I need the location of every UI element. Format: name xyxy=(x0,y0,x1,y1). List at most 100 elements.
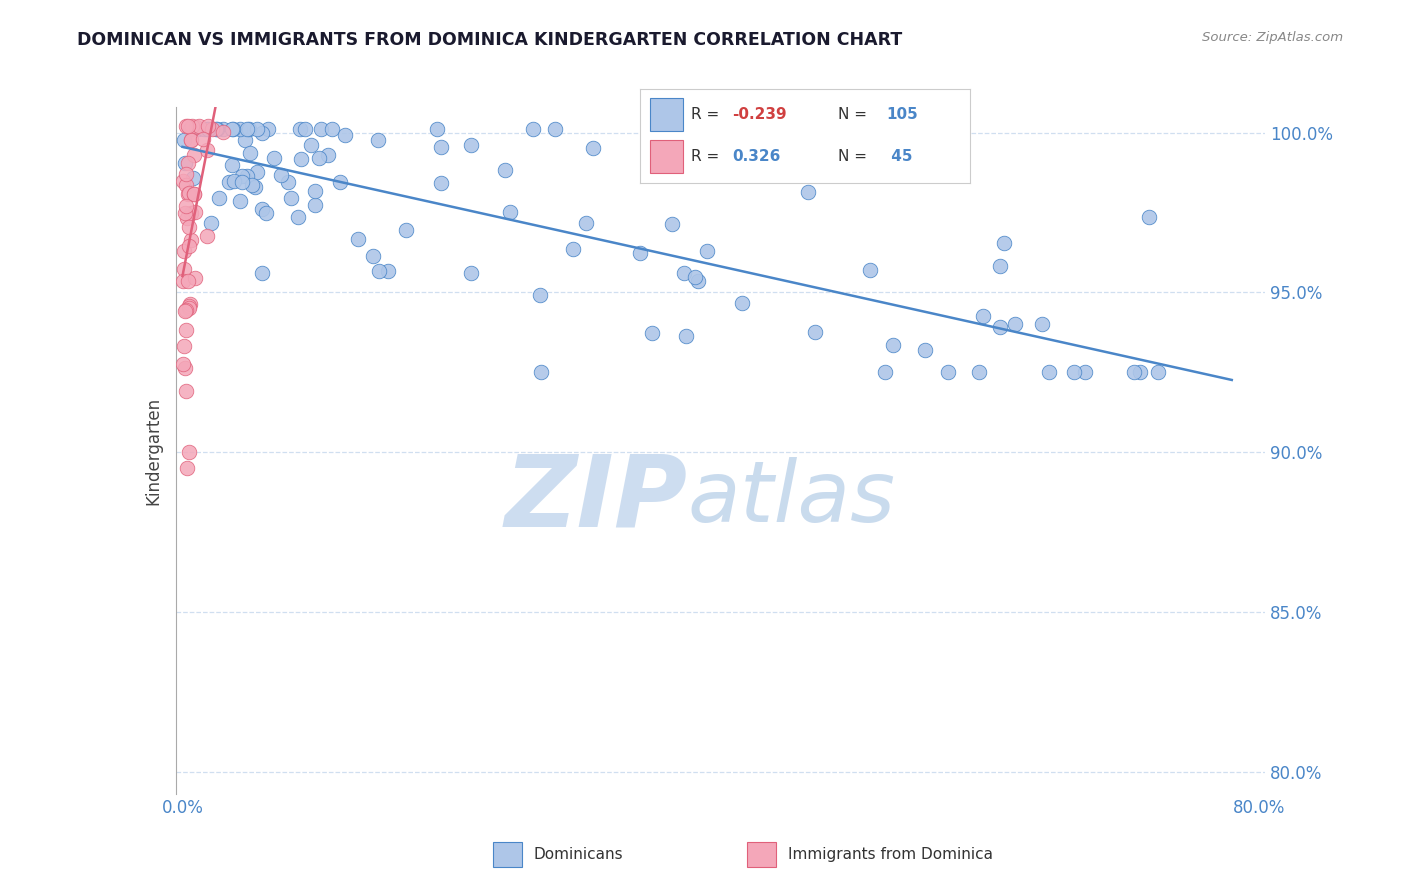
Point xyxy=(686,274,709,288)
Point xyxy=(988,320,1011,334)
Point xyxy=(672,267,695,281)
Point xyxy=(181,119,204,133)
Point xyxy=(1147,365,1170,379)
Point xyxy=(236,122,259,136)
Point xyxy=(1123,365,1146,379)
Point xyxy=(180,133,202,147)
Text: Dominicans: Dominicans xyxy=(534,847,624,862)
Point xyxy=(730,296,752,310)
Point xyxy=(246,165,269,179)
Point xyxy=(211,125,233,139)
Point xyxy=(859,263,882,277)
Point xyxy=(290,152,312,166)
Point xyxy=(361,249,384,263)
Point xyxy=(329,175,352,189)
Point xyxy=(174,206,197,220)
Point xyxy=(191,132,214,146)
Point xyxy=(179,239,201,253)
Point xyxy=(263,151,285,165)
Point xyxy=(308,151,330,165)
Point xyxy=(630,245,652,260)
Point xyxy=(177,299,200,313)
Point xyxy=(321,122,343,136)
Point xyxy=(180,122,202,136)
Point xyxy=(193,122,215,136)
Point xyxy=(1038,365,1060,379)
Text: N =: N = xyxy=(838,107,872,122)
Point xyxy=(696,244,718,258)
Point xyxy=(882,338,904,352)
Point xyxy=(239,146,262,161)
Point xyxy=(426,122,449,136)
Point xyxy=(173,244,195,259)
Point xyxy=(200,216,222,230)
Point xyxy=(229,122,252,136)
Point xyxy=(231,169,253,184)
Point xyxy=(582,141,605,155)
Point xyxy=(377,264,399,278)
Point xyxy=(1004,317,1026,331)
Point xyxy=(875,365,897,379)
Point xyxy=(252,266,274,280)
Point xyxy=(246,122,269,136)
Text: N =: N = xyxy=(838,149,872,164)
Point xyxy=(238,122,260,136)
Point xyxy=(499,205,522,219)
FancyBboxPatch shape xyxy=(747,842,776,867)
Point xyxy=(346,232,368,246)
Point xyxy=(544,122,567,136)
Point xyxy=(177,219,200,234)
Point xyxy=(174,361,197,376)
Point xyxy=(243,180,266,194)
Point xyxy=(184,120,207,135)
Point xyxy=(1139,210,1161,224)
Point xyxy=(179,122,201,136)
Y-axis label: Kindergarten: Kindergarten xyxy=(145,396,163,505)
Point xyxy=(174,199,197,213)
Point xyxy=(575,216,598,230)
Point xyxy=(184,204,207,219)
Point xyxy=(181,171,204,186)
Point xyxy=(174,384,197,399)
Point xyxy=(250,202,273,216)
FancyBboxPatch shape xyxy=(650,140,683,173)
Point xyxy=(675,329,697,343)
Point xyxy=(460,266,482,280)
Point xyxy=(277,175,299,189)
FancyBboxPatch shape xyxy=(650,97,683,131)
Point xyxy=(299,137,322,152)
Point xyxy=(179,297,201,311)
Point xyxy=(288,122,311,136)
Point xyxy=(174,304,197,318)
Point xyxy=(180,122,202,136)
Point xyxy=(394,223,416,237)
Point xyxy=(172,174,194,188)
Point xyxy=(195,143,218,157)
Point xyxy=(936,365,959,379)
Point xyxy=(218,175,240,189)
Text: R =: R = xyxy=(690,149,728,164)
Point xyxy=(280,191,302,205)
Point xyxy=(207,122,229,136)
Point xyxy=(494,162,516,177)
Text: 45: 45 xyxy=(886,149,912,164)
Point xyxy=(197,122,219,136)
Point xyxy=(1063,365,1085,379)
Point xyxy=(177,186,200,200)
Text: Source: ZipAtlas.com: Source: ZipAtlas.com xyxy=(1202,31,1343,45)
Point xyxy=(176,119,198,133)
Text: 105: 105 xyxy=(886,107,918,122)
Point xyxy=(529,365,551,379)
Point xyxy=(1129,365,1152,379)
Point xyxy=(179,445,201,459)
Point xyxy=(257,122,280,136)
Point xyxy=(270,168,292,182)
Text: -0.239: -0.239 xyxy=(733,107,787,122)
Point xyxy=(803,325,825,339)
Point xyxy=(221,158,243,172)
Point xyxy=(972,309,994,323)
Point xyxy=(309,122,332,136)
Point xyxy=(173,262,195,277)
Point xyxy=(562,242,585,256)
Point xyxy=(176,119,198,133)
